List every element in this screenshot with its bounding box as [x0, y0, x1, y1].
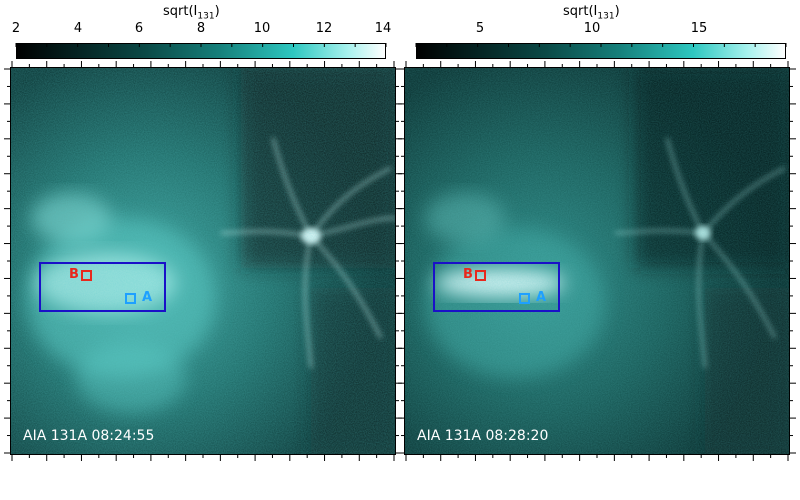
- colorbar-1-tick: 6: [134, 21, 144, 36]
- colorbar-1-tick: 8: [196, 21, 206, 36]
- colorbar-1-tick: 12: [315, 21, 333, 36]
- aia-131-image: [11, 68, 395, 454]
- colorbar-2-tick: 5: [475, 21, 485, 36]
- colorbar-1-tick: 4: [73, 21, 83, 36]
- region-box: [39, 262, 166, 312]
- overlay: [39, 262, 166, 312]
- colorbar-2-tick: 15: [690, 21, 708, 36]
- image-panel-right: B A AIA 131A 08:28:20: [404, 67, 790, 455]
- colorbar-1-tick: 10: [253, 21, 271, 36]
- roi-b-label: B: [463, 267, 473, 282]
- colorbar-1-tick: 14: [374, 21, 392, 36]
- overlay: [433, 262, 560, 312]
- panel-caption: AIA 131A 08:28:20: [417, 428, 549, 444]
- roi-a-square: [125, 293, 136, 304]
- colorbar-1-tick: 2: [11, 21, 21, 36]
- colorbar-1-title: sqrt(I131): [163, 4, 220, 22]
- region-box: [433, 262, 560, 312]
- image-panel-left: B A AIA 131A 08:24:55: [10, 67, 396, 455]
- colorbar-2-title: sqrt(I131): [563, 4, 620, 22]
- roi-b-label: B: [69, 267, 79, 282]
- aia-131-image: [405, 68, 789, 454]
- panel-caption: AIA 131A 08:24:55: [23, 428, 155, 444]
- roi-a-square: [519, 293, 530, 304]
- colorbar-2-tick: 10: [583, 21, 601, 36]
- roi-a-label: A: [536, 290, 547, 305]
- roi-b-square: [475, 270, 486, 281]
- roi-b-square: [81, 270, 92, 281]
- roi-a-label: A: [142, 290, 153, 305]
